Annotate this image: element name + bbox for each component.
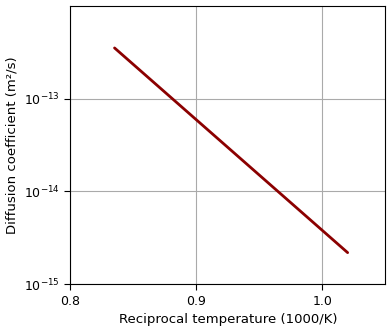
X-axis label: Reciprocal temperature (1000/K): Reciprocal temperature (1000/K) (119, 313, 337, 326)
Y-axis label: Diffusion coefficient (m²/s): Diffusion coefficient (m²/s) (5, 56, 18, 234)
